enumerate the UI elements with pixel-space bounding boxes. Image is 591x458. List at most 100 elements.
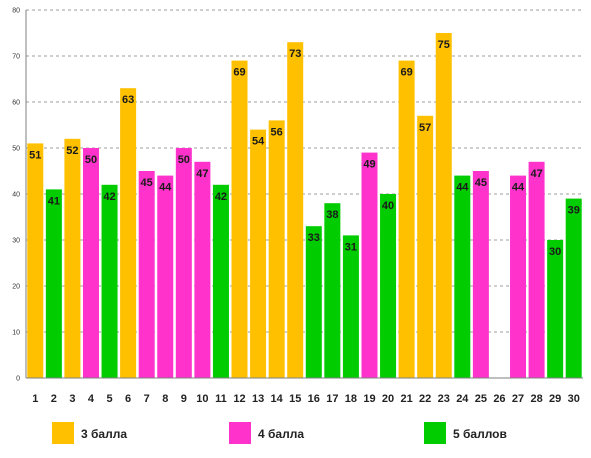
legend-swatch-5-ballov: [424, 422, 446, 444]
x-tick-label-3: 3: [69, 393, 75, 405]
bar-13: [250, 129, 267, 378]
y-tick-label: 80: [12, 8, 20, 15]
x-tick-label-8: 8: [162, 393, 168, 405]
bar-29: [547, 240, 564, 378]
data-label-22: 57: [419, 122, 431, 134]
data-labels: 51 41 52 50 42 63 45 44 50 47 42 69 54 56 73 33 38 31 49 40…: [29, 39, 580, 258]
x-tick-label-24: 24: [456, 393, 469, 405]
x-tick-label-30: 30: [568, 393, 580, 405]
x-axis-ticks: 1 2 3 4 5 6 7 8 9 10 11 12 13 14 15 16 17 18 19 20 21 22 23 24 2…: [32, 393, 580, 405]
data-label-24: 44: [456, 182, 469, 194]
data-label-11: 42: [215, 191, 227, 203]
bar-10: [194, 161, 211, 378]
x-tick-label-27: 27: [512, 393, 524, 405]
data-label-4: 50: [85, 154, 97, 166]
data-label-9: 50: [178, 154, 190, 166]
data-label-8: 44: [159, 182, 172, 194]
bar-19: [361, 152, 378, 378]
x-tick-label-14: 14: [271, 393, 284, 405]
x-tick-label-18: 18: [345, 393, 357, 405]
x-tick-label-26: 26: [493, 393, 505, 405]
legend-swatch-3-balla: [52, 422, 74, 444]
bar-18: [342, 235, 359, 378]
x-tick-label-23: 23: [438, 393, 450, 405]
bar-3: [64, 138, 81, 378]
x-tick-label-6: 6: [125, 393, 131, 405]
bar-17: [324, 203, 341, 378]
x-tick-label-11: 11: [215, 393, 227, 405]
data-label-1: 51: [29, 149, 41, 161]
data-label-3: 52: [66, 145, 78, 157]
x-tick-label-9: 9: [181, 393, 187, 405]
data-label-6: 63: [122, 94, 134, 106]
data-label-19: 49: [363, 159, 375, 171]
bar-28: [528, 161, 545, 378]
x-tick-label-22: 22: [419, 393, 431, 405]
bar-22: [417, 115, 434, 379]
data-label-17: 38: [326, 209, 338, 221]
bar-4: [82, 148, 99, 378]
y-tick-label: 20: [12, 284, 20, 291]
x-tick-label-1: 1: [32, 393, 38, 405]
data-label-14: 56: [271, 126, 283, 138]
data-label-18: 31: [345, 241, 357, 253]
bar-12: [231, 60, 248, 378]
bar-5: [101, 184, 118, 378]
bar-16: [305, 226, 322, 378]
x-tick-label-10: 10: [196, 393, 208, 405]
legend-label-5-ballov: 5 баллов: [453, 427, 507, 441]
x-tick-label-29: 29: [549, 393, 561, 405]
x-tick-label-19: 19: [363, 393, 375, 405]
bar-27: [510, 175, 527, 378]
data-label-2: 41: [48, 195, 60, 207]
x-tick-label-12: 12: [233, 393, 245, 405]
bar-7: [138, 171, 155, 378]
y-tick-label: 30: [12, 238, 20, 245]
bar-9: [175, 148, 192, 378]
data-label-25: 45: [475, 177, 487, 189]
data-label-13: 54: [252, 136, 265, 148]
bar-20: [380, 194, 397, 378]
grid-lines: [26, 9, 583, 333]
legend-label-3-balla: 3 балла: [81, 427, 127, 441]
y-tick-label: 70: [12, 54, 20, 61]
x-tick-label-16: 16: [308, 393, 320, 405]
bar-1: [27, 143, 44, 378]
y-tick-label: 50: [12, 146, 20, 153]
legend-swatch-4-balla: [229, 422, 251, 444]
data-label-10: 47: [196, 168, 208, 180]
y-tick-label: 0: [16, 376, 20, 383]
x-tick-label-28: 28: [530, 393, 542, 405]
data-label-5: 42: [103, 191, 115, 203]
bar-11: [212, 184, 229, 378]
data-label-21: 69: [400, 67, 412, 79]
x-tick-label-17: 17: [326, 393, 338, 405]
legend: 3 балла 4 балла 5 баллов: [52, 422, 507, 444]
bar-21: [398, 60, 415, 378]
data-label-30: 39: [568, 205, 580, 217]
x-tick-label-21: 21: [400, 393, 412, 405]
x-tick-label-2: 2: [51, 393, 57, 405]
data-label-20: 40: [382, 200, 394, 212]
x-tick-label-25: 25: [475, 393, 487, 405]
data-label-12: 69: [233, 67, 245, 79]
x-tick-label-20: 20: [382, 393, 394, 405]
bars: [27, 33, 582, 379]
data-label-28: 47: [530, 168, 542, 180]
x-tick-label-7: 7: [144, 393, 150, 405]
data-label-15: 73: [289, 48, 301, 60]
bar-14: [268, 120, 285, 379]
data-label-7: 45: [141, 177, 153, 189]
bar-23: [435, 33, 452, 378]
y-tick-label: 10: [12, 330, 20, 337]
bar-24: [454, 175, 471, 378]
bar-30: [565, 198, 582, 378]
x-tick-label-13: 13: [252, 393, 264, 405]
x-tick-label-15: 15: [289, 393, 301, 405]
bar-6: [120, 88, 137, 378]
data-label-29: 30: [549, 246, 561, 258]
y-tick-label: 40: [12, 192, 20, 199]
x-tick-label-4: 4: [88, 393, 95, 405]
bar-8: [157, 175, 174, 378]
